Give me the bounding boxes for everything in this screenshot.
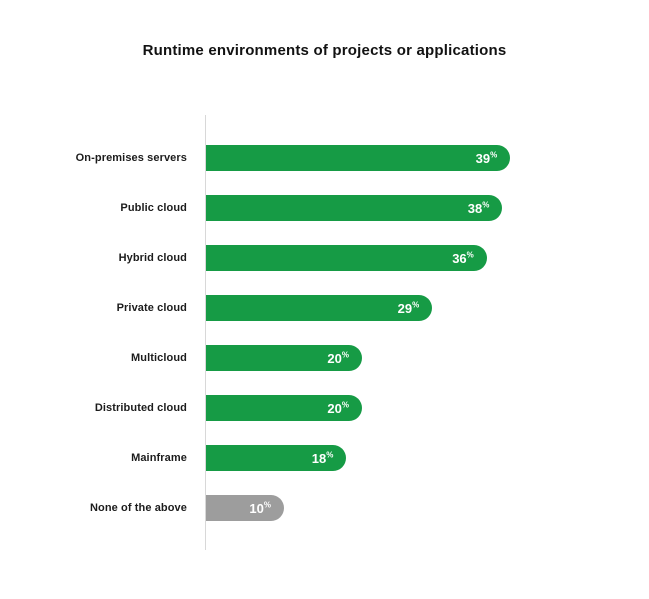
bar-row: None of the above 10% bbox=[0, 495, 649, 521]
category-label: Multicloud bbox=[131, 352, 187, 364]
bar: 10% bbox=[206, 495, 284, 521]
value-label: 29% bbox=[397, 300, 420, 316]
bar-row: Private cloud 29% bbox=[0, 295, 649, 321]
bar: 38% bbox=[206, 195, 503, 221]
bar-row: Multicloud 20% bbox=[0, 345, 649, 371]
bar: 29% bbox=[206, 295, 433, 321]
category-label: None of the above bbox=[89, 502, 187, 514]
percent-sign: % bbox=[490, 150, 498, 160]
percent-sign: % bbox=[466, 250, 474, 260]
category-label: Mainframe bbox=[131, 452, 187, 464]
chart-title: Runtime environments of projects or appl… bbox=[142, 42, 507, 59]
percent-sign: % bbox=[412, 300, 420, 310]
category-label: Hybrid cloud bbox=[118, 252, 187, 264]
bar-row: Hybrid cloud 36% bbox=[0, 245, 649, 271]
bar-row: On-premises servers 39% bbox=[0, 145, 649, 171]
value-label: 20% bbox=[327, 350, 349, 366]
category-label: Private cloud bbox=[116, 302, 187, 314]
bar-rows: On-premises servers 39% Public cloud 38% Hyb… bbox=[0, 145, 649, 545]
bar-row: Distributed cloud 20% bbox=[0, 395, 649, 421]
percent-sign: % bbox=[482, 200, 490, 210]
bar: 39% bbox=[206, 145, 511, 171]
value-label: 39% bbox=[475, 150, 498, 166]
value-label: 18% bbox=[311, 450, 334, 466]
value-label: 20% bbox=[327, 400, 349, 416]
value-label: 36% bbox=[452, 250, 474, 266]
y-axis-line bbox=[205, 115, 206, 550]
bar-row: Public cloud 38% bbox=[0, 195, 649, 221]
bar: 20% bbox=[206, 345, 362, 371]
percent-sign: % bbox=[341, 400, 349, 410]
bar: 18% bbox=[206, 445, 347, 471]
bar: 20% bbox=[206, 395, 362, 421]
category-label: On-premises servers bbox=[75, 152, 187, 164]
percent-sign: % bbox=[326, 450, 334, 460]
category-label: Public cloud bbox=[120, 202, 187, 214]
value-label: 38% bbox=[467, 200, 490, 216]
category-label: Distributed cloud bbox=[94, 402, 187, 414]
percent-sign: % bbox=[341, 350, 349, 360]
percent-sign: % bbox=[263, 500, 271, 510]
bar: 36% bbox=[206, 245, 487, 271]
bar-row: Mainframe 18% bbox=[0, 445, 649, 471]
value-label: 10% bbox=[249, 500, 271, 516]
